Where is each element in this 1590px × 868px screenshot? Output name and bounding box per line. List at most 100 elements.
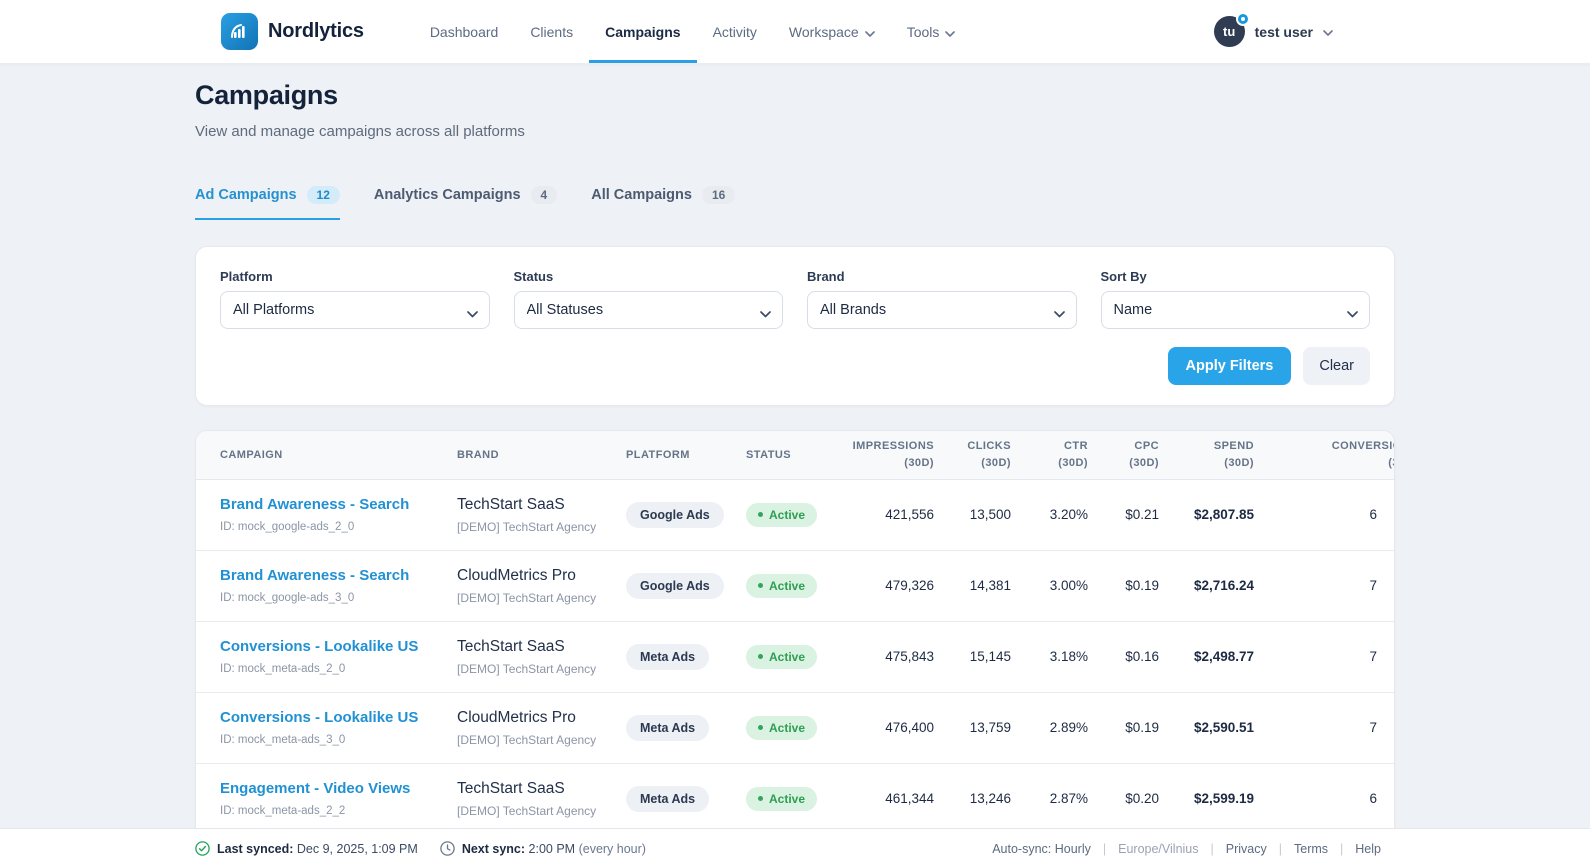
nav-item-workspace[interactable]: Workspace [773, 0, 891, 63]
cpc-value: $0.20 [1112, 763, 1183, 835]
filters-panel: Platform All Platforms Status All Status… [195, 246, 1395, 406]
cpc-value: $0.19 [1112, 550, 1183, 622]
cpc-value: $0.21 [1112, 479, 1183, 551]
campaign-table-row: Conversions - Lookalike US ID: mock_meta… [196, 621, 1394, 693]
clear-filters-button[interactable]: Clear [1303, 347, 1370, 385]
campaign-name-link[interactable]: Conversions - Lookalike US [220, 709, 419, 726]
clicks-value: 15,145 [958, 621, 1035, 693]
top-navigation-bar: Nordlytics Dashboard Clients Campaigns A… [0, 0, 1590, 64]
impressions-value: 476,400 [838, 692, 958, 764]
tab-count-badge: 16 [701, 186, 736, 204]
agency-name: [DEMO] TechStart Agency [457, 519, 597, 534]
column-header-impressions[interactable]: IMPRESSIONS (30D) [838, 431, 958, 480]
spend-value: $2,590.51 [1183, 692, 1278, 764]
campaign-name-link[interactable]: Engagement - Video Views [220, 780, 411, 797]
brand-name: CloudMetrics Pro [457, 566, 576, 584]
platform-badge: Meta Ads [626, 785, 710, 812]
status-badge: Active [746, 786, 818, 811]
campaign-table-body: Brand Awareness - Search ID: mock_google… [196, 479, 1394, 868]
platform-badge: Google Ads [626, 501, 724, 528]
campaign-name-link[interactable]: Brand Awareness - Search [220, 496, 410, 513]
privacy-link[interactable]: Privacy [1225, 841, 1267, 856]
apply-filters-button[interactable]: Apply Filters [1167, 347, 1292, 385]
status-dot-icon [758, 725, 763, 730]
status-select[interactable]: All Statuses [513, 291, 783, 329]
agency-name: [DEMO] TechStart Agency [457, 732, 597, 747]
bar-chart-logo-icon [221, 13, 258, 50]
filter-platform-label: Platform [220, 269, 273, 284]
main-content: Campaigns View and manage campaigns acro… [195, 64, 1395, 868]
column-header-conversions[interactable]: CONVERSIONS(30D) [1278, 431, 1394, 480]
column-header-cpc[interactable]: CPC (30D) [1112, 431, 1183, 480]
ctr-value: 2.87% [1035, 763, 1112, 835]
status-badge: Active [746, 573, 818, 598]
platform-badge: Google Ads [626, 572, 724, 599]
filter-sort-by: Sort By Name [1100, 269, 1370, 329]
column-header-platform[interactable]: PLATFORM [626, 431, 746, 480]
conversions-value: 6 [1278, 479, 1394, 551]
page-title: Campaigns [195, 80, 338, 110]
chevron-down-icon [864, 24, 875, 40]
app-logo[interactable]: Nordlytics [195, 13, 364, 50]
check-circle-icon [195, 841, 210, 856]
campaign-id: ID: mock_meta-ads_2_0 [220, 663, 346, 675]
clock-icon [440, 841, 455, 856]
autosync-status: Auto-sync: Hourly [992, 841, 1091, 856]
filter-status: Status All Statuses [513, 269, 783, 329]
status-badge: Active [746, 644, 818, 669]
conversions-value: 7 [1278, 621, 1394, 693]
campaign-id: ID: mock_meta-ads_2_2 [220, 805, 346, 817]
platform-select[interactable]: All Platforms [220, 291, 490, 329]
divider: | [1340, 841, 1344, 856]
conversions-value: 7 [1278, 550, 1394, 622]
column-header-clicks[interactable]: CLICKS (30D) [958, 431, 1035, 480]
sync-status-bar: Last synced: Dec 9, 2025, 1:09 PM Next s… [0, 828, 1590, 868]
column-header-spend[interactable]: SPEND (30D) [1183, 431, 1278, 480]
spend-value: $2,716.24 [1183, 550, 1278, 622]
nav-item-activity[interactable]: Activity [712, 23, 757, 40]
spend-value: $2,807.85 [1183, 479, 1278, 551]
tab-analytics-campaigns[interactable]: Analytics Campaigns 4 [374, 186, 558, 220]
tab-all-campaigns[interactable]: All Campaigns 16 [591, 186, 736, 220]
divider: | [1278, 841, 1282, 856]
filter-brand: Brand All Brands [807, 269, 1077, 329]
agency-name: [DEMO] TechStart Agency [457, 661, 597, 676]
campaign-id: ID: mock_google-ads_2_0 [220, 521, 355, 533]
campaign-tabs: Ad Campaigns 12 Analytics Campaigns 4 Al… [195, 186, 1395, 220]
nav-item-campaigns[interactable]: Campaigns [589, 0, 697, 63]
campaign-id: ID: mock_google-ads_3_0 [220, 592, 355, 604]
campaign-name-link[interactable]: Conversions - Lookalike US [220, 638, 419, 655]
sort-by-select[interactable]: Name [1100, 291, 1370, 329]
column-header-ctr[interactable]: CTR (30D) [1035, 431, 1112, 480]
help-link[interactable]: Help [1355, 841, 1381, 856]
nav-item-clients[interactable]: Clients [530, 23, 574, 40]
filter-brand-label: Brand [807, 269, 845, 284]
campaign-table-row: Brand Awareness - Search ID: mock_google… [196, 550, 1394, 622]
tab-count-badge: 12 [306, 186, 340, 204]
spend-value: $2,599.19 [1183, 763, 1278, 835]
column-header-campaign[interactable]: CAMPAIGN [196, 431, 457, 480]
page-subtitle: View and manage campaigns across all pla… [195, 123, 525, 140]
terms-link[interactable]: Terms [1294, 841, 1329, 856]
campaign-name-link[interactable]: Brand Awareness - Search [220, 567, 410, 584]
cpc-value: $0.19 [1112, 692, 1183, 764]
nav-item-dashboard[interactable]: Dashboard [429, 23, 499, 40]
clicks-value: 13,246 [958, 763, 1035, 835]
brand-select[interactable]: All Brands [807, 291, 1077, 329]
nav-item-tools[interactable]: Tools [891, 0, 972, 63]
column-header-brand[interactable]: BRAND [457, 431, 626, 480]
campaigns-table: CAMPAIGN BRAND PLATFORM STATUS IMPRESSIO… [196, 431, 1394, 868]
column-header-status[interactable]: STATUS [746, 431, 838, 480]
impressions-value: 479,326 [838, 550, 958, 622]
status-dot-icon [758, 654, 763, 659]
tab-ad-campaigns[interactable]: Ad Campaigns 12 [195, 186, 340, 220]
status-dot-icon [758, 583, 763, 588]
filter-sort-by-label: Sort By [1100, 269, 1147, 284]
app-name: Nordlytics [268, 20, 364, 42]
user-menu[interactable]: tu test user [1213, 12, 1395, 47]
timezone: Europe/Vilnius [1118, 841, 1199, 856]
clicks-value: 14,381 [958, 550, 1035, 622]
campaign-table-row: Brand Awareness - Search ID: mock_google… [196, 479, 1394, 551]
next-sync: Next sync: 2:00 PM (every hour) [440, 841, 646, 856]
last-synced: Last synced: Dec 9, 2025, 1:09 PM [195, 841, 418, 856]
